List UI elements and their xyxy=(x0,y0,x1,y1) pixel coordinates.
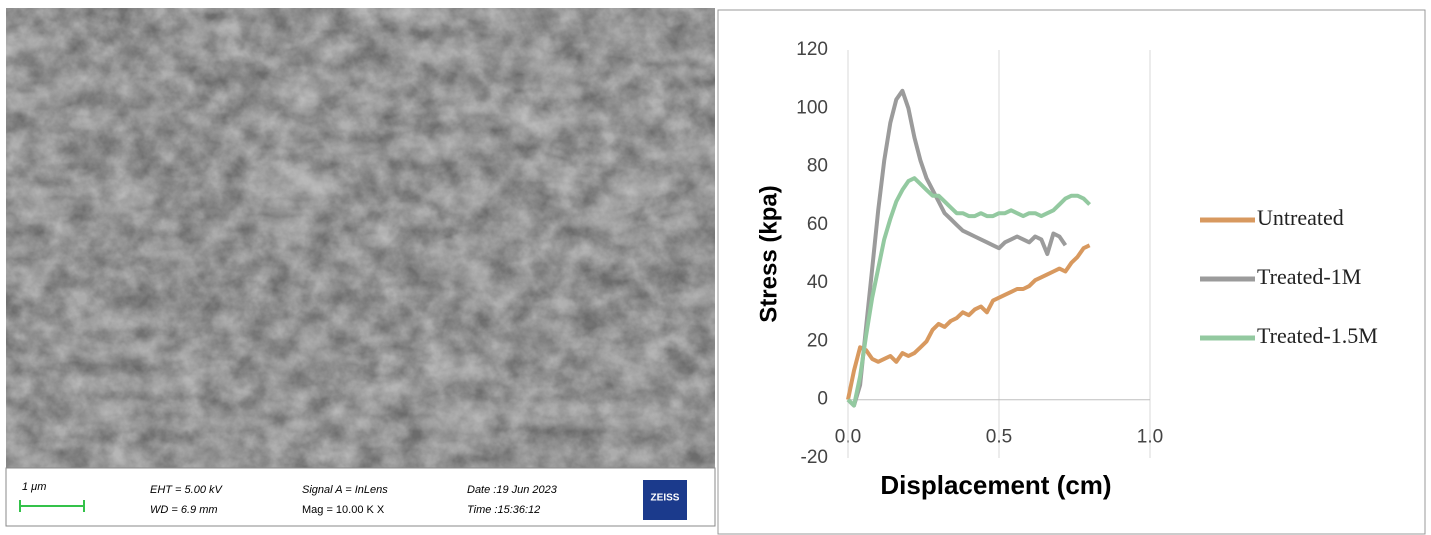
y-tick-label: 120 xyxy=(796,39,828,60)
legend-label: Treated-1M xyxy=(1257,264,1361,289)
x-tick-label: 0.5 xyxy=(986,427,1012,448)
y-tick-label: 40 xyxy=(807,272,828,293)
legend-label: Untreated xyxy=(1257,205,1344,230)
y-tick-label: 80 xyxy=(807,156,828,177)
y-tick-label: -20 xyxy=(801,447,828,468)
y-tick-label: 20 xyxy=(807,330,828,351)
y-tick-label: 0 xyxy=(817,389,828,410)
series-line xyxy=(846,176,1092,408)
time: Time :15:36:12 xyxy=(467,504,540,516)
series-line xyxy=(846,88,1068,408)
brand: ZEISS xyxy=(651,493,680,504)
signal: Signal A = InLens xyxy=(302,484,388,496)
eht: EHT = 5.00 kV xyxy=(150,484,224,496)
legend-label: Treated-1.5M xyxy=(1257,323,1378,348)
chart: Displacement (cm) Stress (kpa) 0.0 0.5 1.0… xyxy=(755,39,1377,500)
sem-image: 1 μm EHT = 5.00 kV WD = 6.9 mm Signal A … xyxy=(5,8,716,527)
y-axis-title: Stress (kpa) xyxy=(755,185,782,322)
y-tick-label: 100 xyxy=(796,97,828,118)
scale-label: 1 μm xyxy=(22,481,46,493)
date: Date :19 Jun 2023 xyxy=(467,484,558,496)
wd: WD = 6.9 mm xyxy=(150,504,218,516)
y-tick-label: 60 xyxy=(807,214,828,235)
chart-frame xyxy=(717,9,1426,535)
series-line xyxy=(846,243,1091,401)
x-axis-title: Displacement (cm) xyxy=(880,470,1111,500)
mag: Mag = 10.00 K X xyxy=(302,504,385,516)
x-tick-label: 1.0 xyxy=(1137,427,1163,448)
